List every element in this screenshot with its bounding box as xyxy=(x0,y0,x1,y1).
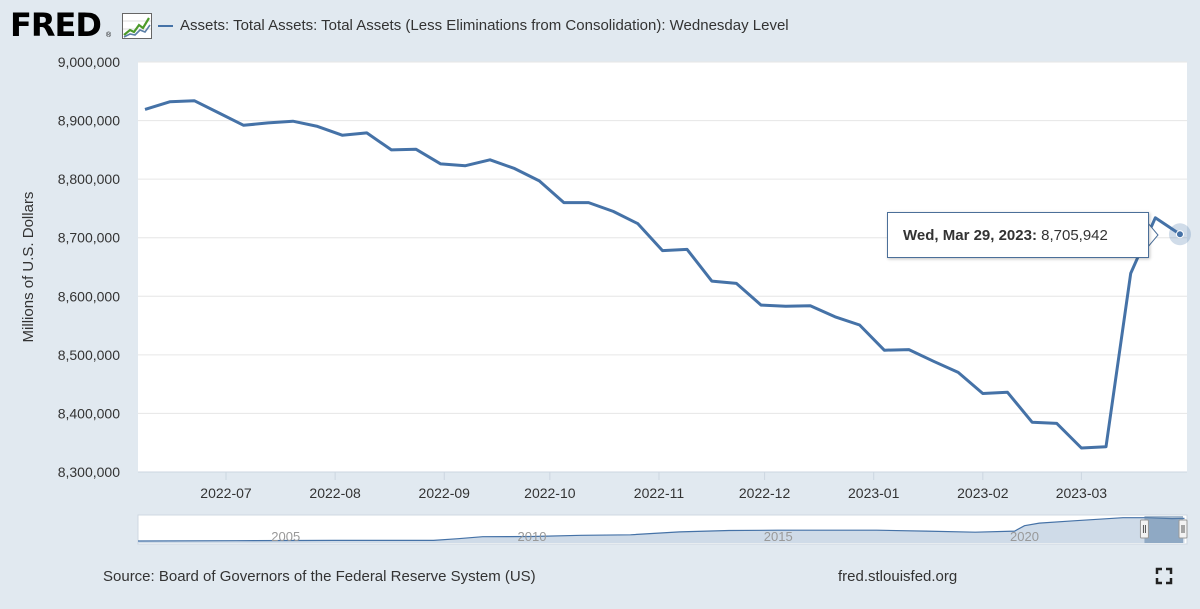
plot-area xyxy=(138,62,1187,472)
x-tick-label: 2022-09 xyxy=(419,485,471,501)
tooltip-text: Wed, Mar 29, 2023: 8,705,942 xyxy=(903,227,1108,244)
source-note: Source: Board of Governors of the Federa… xyxy=(103,568,536,585)
navigator-year-label: 2005 xyxy=(271,529,300,544)
y-tick-label: 8,900,000 xyxy=(58,113,120,129)
x-tick-label: 2022-12 xyxy=(739,485,791,501)
y-tick-label: 8,300,000 xyxy=(58,464,120,480)
range-navigator[interactable]: 2005 2010 2015 2020 xyxy=(137,514,1188,545)
x-tick-label: 2023-03 xyxy=(1056,485,1108,501)
y-tick-label: 9,000,000 xyxy=(58,54,120,70)
y-tick-label: 8,500,000 xyxy=(58,347,120,363)
tooltip-value: 8,705,942 xyxy=(1041,227,1108,244)
tooltip-date: Wed, Mar 29, 2023: xyxy=(903,227,1037,244)
navigator-line xyxy=(137,517,1185,542)
registered-mark: ® xyxy=(106,32,112,39)
fullscreen-icon[interactable] xyxy=(1155,567,1173,585)
navigator-area xyxy=(138,517,1185,543)
hover-marker xyxy=(1175,230,1184,239)
series-line xyxy=(144,99,1181,450)
navigator-handle-left[interactable] xyxy=(1139,519,1149,539)
x-tick-label: 2022-11 xyxy=(634,485,685,501)
header: FRED ® Assets: Total Assets: Total Asset… xyxy=(0,0,1200,52)
x-tick-label: 2022-10 xyxy=(524,485,576,501)
legend-label: Assets: Total Assets: Total Assets (Less… xyxy=(180,17,789,34)
chart-logo-icon xyxy=(122,13,152,39)
navigator-year-label: 2010 xyxy=(518,529,547,544)
y-tick-label: 8,700,000 xyxy=(58,230,120,246)
y-tick-label: 8,400,000 xyxy=(58,405,120,421)
x-tick-label: 2022-07 xyxy=(200,485,252,501)
y-tick-label: 8,600,000 xyxy=(58,288,120,304)
y-axis-label: Millions of U.S. Dollars xyxy=(20,192,37,343)
fred-logo-text: FRED xyxy=(10,6,102,44)
x-axis: 2022-07 2022-08 2022-09 2022-10 2022-11 2022-… xyxy=(200,472,1107,501)
data-tooltip: Wed, Mar 29, 2023: 8,705,942 xyxy=(887,212,1149,258)
navigator-year-label: 2020 xyxy=(1010,529,1039,544)
source-url[interactable]: fred.stlouisfed.org xyxy=(838,568,958,585)
navigator-year-labels: 2005 2010 2015 2020 xyxy=(271,529,1039,544)
legend-swatch xyxy=(158,25,173,27)
x-tick-label: 2023-02 xyxy=(957,485,1009,501)
x-tick-label: 2023-01 xyxy=(848,485,900,501)
navigator-year-label: 2015 xyxy=(764,529,793,544)
y-tick-label: 8,800,000 xyxy=(58,171,120,187)
tooltip-pointer xyxy=(1147,222,1159,248)
navigator-handle-right[interactable] xyxy=(1178,519,1188,539)
x-tick-label: 2022-08 xyxy=(309,485,361,501)
y-axis: 8,300,000 8,400,000 8,500,000 8,600,000 8,70… xyxy=(58,54,1187,480)
navigator-selection[interactable] xyxy=(1144,516,1183,543)
